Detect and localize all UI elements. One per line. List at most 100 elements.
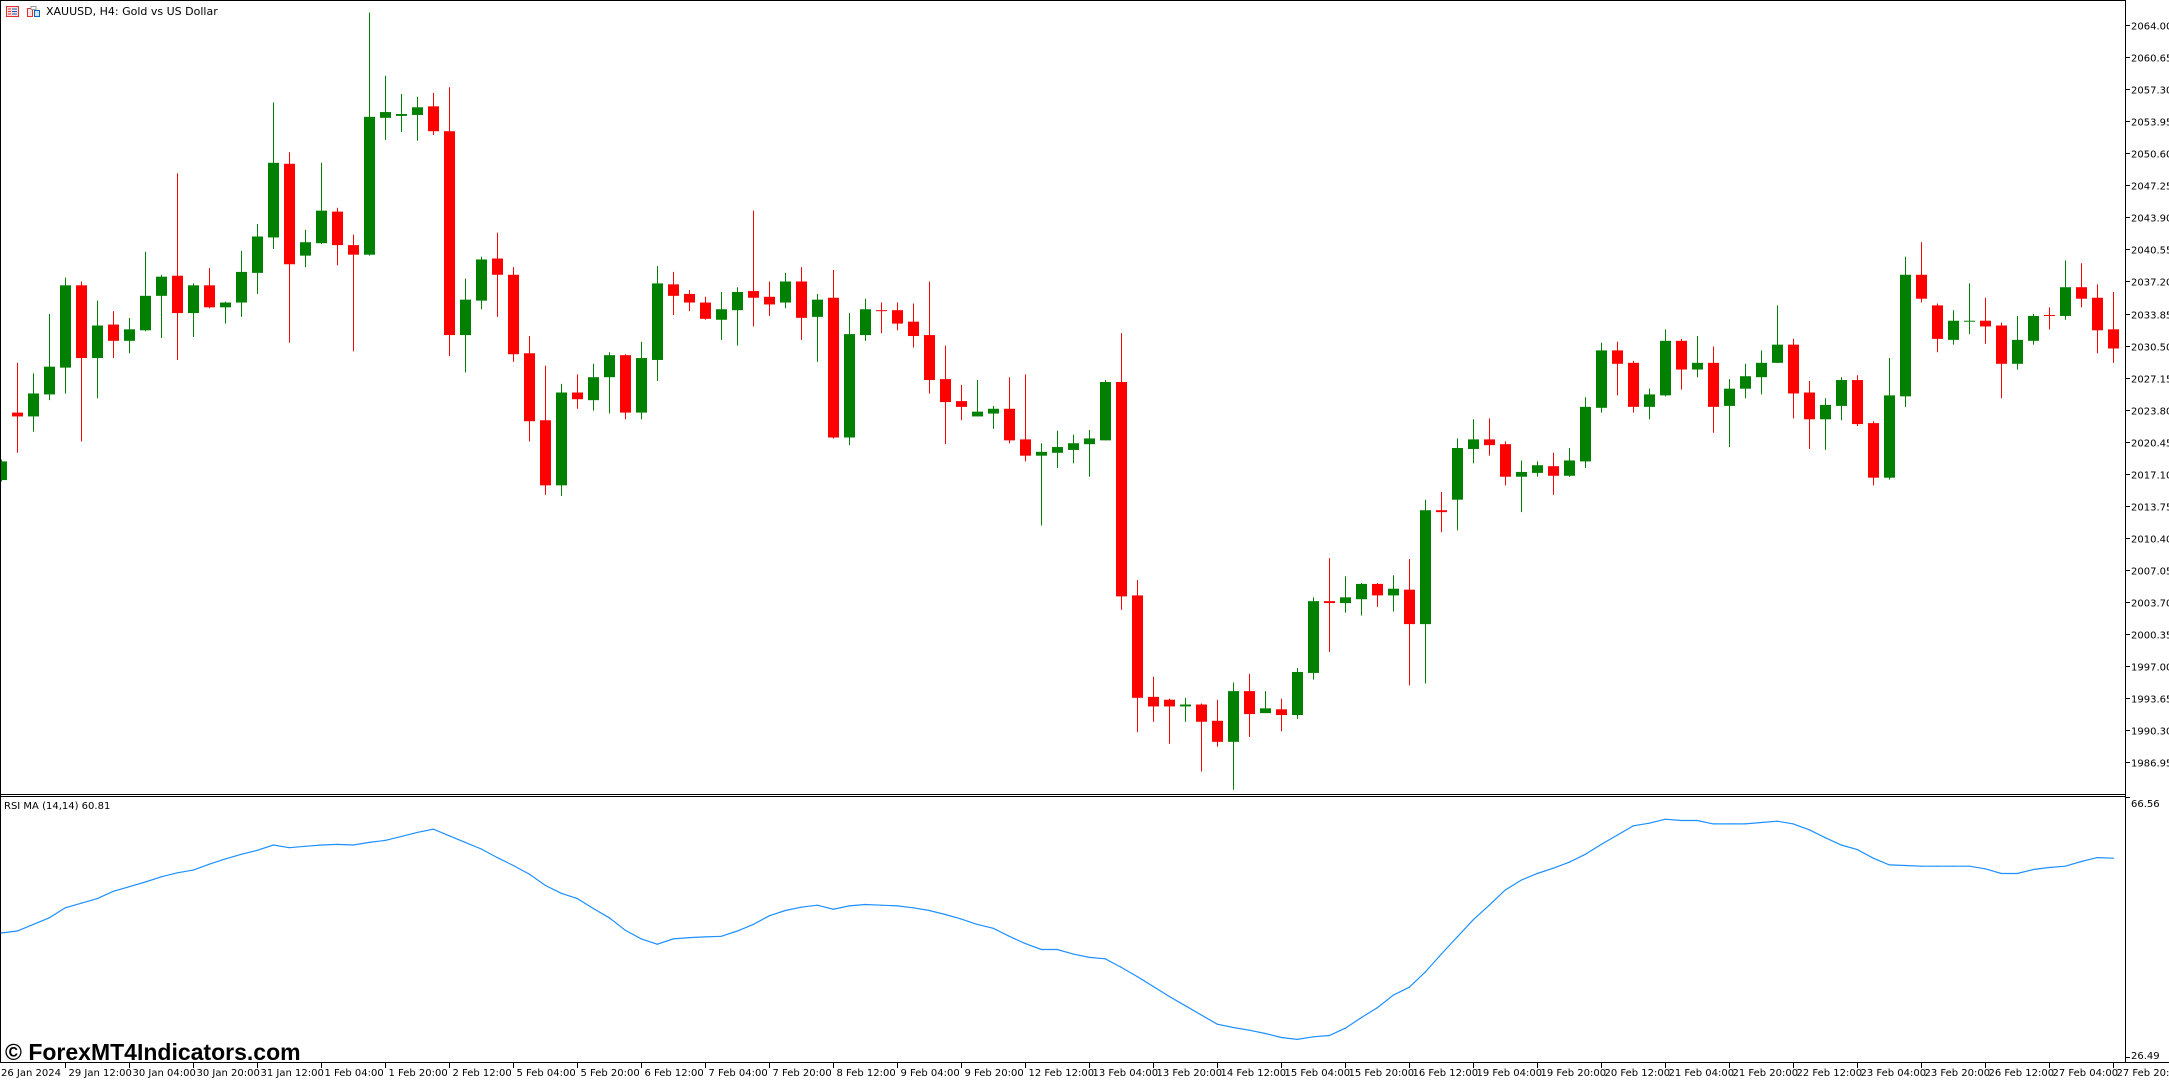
rsi-point [1392, 994, 1394, 996]
candle-body [1740, 376, 1751, 389]
time-tick-label: 15 Feb 04:00 [1285, 1068, 1351, 1079]
rsi-point [32, 923, 34, 925]
bullish-candle [268, 102, 279, 249]
candle-body [1100, 381, 1111, 441]
rsi-point [1376, 1007, 1378, 1009]
bearish-candle [108, 311, 119, 359]
rsi-point [416, 831, 418, 834]
candle-body [892, 310, 903, 324]
bearish-candle [1852, 375, 1863, 426]
bullish-candle [252, 224, 263, 294]
candle-body [1180, 704, 1191, 707]
bearish-candle [524, 336, 535, 442]
candle-body [1036, 451, 1047, 456]
rsi-point [576, 897, 578, 900]
rsi-point [672, 938, 674, 940]
rsi-point [1776, 820, 1778, 822]
chart-window-icon[interactable] [27, 6, 40, 17]
rsi-point [2080, 860, 2082, 863]
price-tick-label: 2047.25 [2131, 182, 2169, 193]
rsi-panel[interactable] [0, 818, 2114, 1041]
candle-body [12, 412, 23, 417]
rsi-point [1072, 953, 1074, 955]
rsi-point [64, 907, 66, 909]
rsi-point [2112, 857, 2114, 859]
rsi-point [1920, 865, 1922, 867]
candle-body [1964, 320, 1975, 322]
candle-body [268, 162, 279, 238]
rsi-point [192, 869, 194, 871]
bullish-candle [1292, 668, 1303, 719]
rsi-point [880, 904, 882, 906]
bearish-candle [1548, 452, 1559, 495]
rsi-point [1488, 904, 1490, 906]
price-panel[interactable] [0, 12, 2119, 790]
bearish-candle [764, 281, 775, 316]
bullish-candle [1644, 388, 1655, 420]
rsi-point [176, 872, 178, 874]
candle-body [812, 299, 823, 317]
time-tick-label: 27 Feb 04:00 [2053, 1068, 2119, 1079]
candle-body [1292, 671, 1303, 716]
candle-body [2028, 315, 2039, 341]
time-tick-label: 1 Feb 20:00 [389, 1068, 448, 1079]
candle-body [716, 309, 727, 320]
rsi-indicator-label: RSI MA (14,14) 60.81 [4, 801, 110, 812]
candle-body [1564, 460, 1575, 476]
candle-body [1804, 392, 1815, 420]
candle-body [284, 163, 295, 265]
candle-body [924, 335, 935, 381]
candle-body [1820, 404, 1831, 420]
bullish-candle [364, 12, 375, 256]
rsi-point [1904, 864, 1906, 867]
bullish-candle [1532, 461, 1543, 477]
rsi-point [1840, 844, 1842, 846]
price-tick-label: 1997.00 [2131, 663, 2169, 674]
candle-body [684, 293, 695, 303]
bullish-candle [380, 75, 391, 140]
candle-body [1276, 709, 1287, 716]
rsi-point [320, 844, 322, 846]
bullish-candle [652, 266, 663, 382]
rsi-point [1440, 953, 1442, 955]
bearish-candle [1868, 421, 1879, 486]
bullish-candle [1180, 697, 1191, 722]
bullish-candle [1836, 377, 1847, 421]
rsi-point [1424, 971, 1426, 973]
rsi-point [656, 943, 658, 945]
bearish-candle [1404, 559, 1415, 686]
bullish-candle [1308, 597, 1319, 680]
bearish-candle [284, 152, 295, 343]
menu-list-icon[interactable] [6, 6, 19, 17]
bullish-candle [300, 229, 311, 268]
candle-body [1308, 601, 1319, 673]
time-tick-label: 5 Feb 20:00 [581, 1068, 640, 1079]
bullish-candle [476, 256, 487, 310]
bearish-candle [1132, 580, 1143, 733]
price-tick-label: 2053.95 [2131, 118, 2169, 129]
bullish-candle [780, 272, 791, 309]
bearish-candle [1196, 703, 1207, 772]
candle-body [2092, 297, 2103, 331]
price-tick-label: 2060.65 [2131, 54, 2169, 65]
rsi-point [992, 927, 994, 929]
bullish-candle [1660, 329, 1671, 397]
rsi-point [1264, 1032, 1266, 1035]
candle-body [620, 355, 631, 413]
rsi-point [1664, 818, 1666, 820]
rsi-point [560, 892, 562, 894]
bearish-candle [828, 269, 839, 439]
bearish-candle [76, 281, 87, 442]
candle-body [940, 379, 951, 403]
bearish-candle [2092, 284, 2103, 354]
time-tick-label: 7 Feb 04:00 [709, 1068, 768, 1079]
time-tick-label: 12 Feb 12:00 [1029, 1068, 1095, 1079]
bearish-candle [1004, 377, 1015, 444]
rsi-point [736, 930, 738, 932]
bullish-candle [972, 380, 983, 417]
candle-body [1916, 274, 1927, 299]
candle-body [1996, 325, 2007, 364]
rsi-point [1216, 1023, 1218, 1025]
bullish-candle [1596, 342, 1607, 413]
